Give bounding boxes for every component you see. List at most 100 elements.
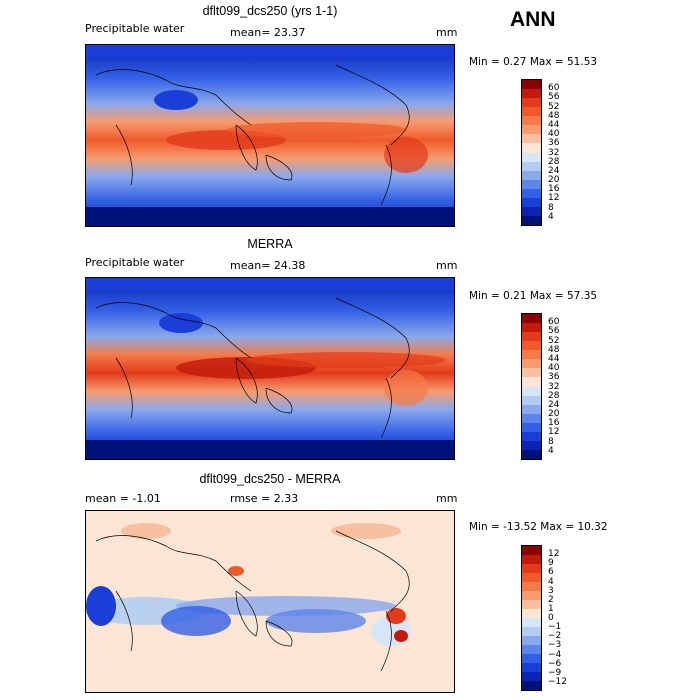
colorbar-swatch xyxy=(522,546,541,555)
panel-1-map xyxy=(85,44,455,227)
colorbar-tick-label: 4 xyxy=(548,445,554,456)
colorbar-swatch xyxy=(522,152,541,162)
colorbar-tick-label: 48 xyxy=(548,110,560,121)
panel-3-rmse-label: rmse = 2.33 xyxy=(230,492,299,505)
colorbar-swatch xyxy=(522,636,541,645)
colorbar-tick-label: 12 xyxy=(548,427,560,438)
colorbar-swatch xyxy=(522,323,541,333)
panel-3-minmax: Min = -13.52 Max = 10.32 xyxy=(469,521,608,533)
colorbar-swatch xyxy=(522,377,541,387)
colorbar-tick-label: −2 xyxy=(548,631,562,642)
colorbar-tick-label: 16 xyxy=(548,184,560,195)
colorbar-swatch xyxy=(522,591,541,600)
colorbar-swatch xyxy=(522,107,541,117)
panel-1-coastlines xyxy=(95,64,410,206)
colorbar-swatch xyxy=(522,89,541,99)
colorbar-tick-label: −12 xyxy=(548,676,567,687)
colorbar-swatch xyxy=(522,179,541,189)
colorbar-swatch xyxy=(522,564,541,573)
colorbar-swatch xyxy=(522,449,541,459)
panel-1-mean-label: mean= 23.37 xyxy=(230,26,306,39)
colorbar-swatch xyxy=(522,116,541,126)
colorbar-tick-label: 56 xyxy=(548,92,560,103)
colorbar-tick-label: 20 xyxy=(548,175,560,186)
colorbar-tick-label: −3 xyxy=(548,640,562,651)
colorbar-tick-label: 9 xyxy=(548,558,554,569)
colorbar-swatch xyxy=(522,440,541,450)
colorbar-swatch xyxy=(522,332,541,342)
colorbar-swatch xyxy=(522,627,541,636)
colorbar-tick-label: 28 xyxy=(548,156,560,167)
colorbar-swatch xyxy=(522,197,541,207)
colorbar-tick-label: 44 xyxy=(548,119,560,130)
colorbar-swatch xyxy=(522,573,541,582)
colorbar-tick-label: 6 xyxy=(548,567,554,578)
colorbar-swatch xyxy=(522,98,541,108)
panel-2-coastlines xyxy=(95,297,410,439)
colorbar-swatch xyxy=(522,404,541,414)
colorbar-swatch xyxy=(522,215,541,225)
colorbar-swatch xyxy=(522,618,541,627)
colorbar-tick-label: 60 xyxy=(548,83,560,94)
colorbar-tick-label: 56 xyxy=(548,326,560,337)
colorbar-tick-label: 24 xyxy=(548,399,560,410)
colorbar-tick-label: 12 xyxy=(548,549,560,560)
colorbar-tick-label: 0 xyxy=(548,613,554,623)
colorbar-swatch xyxy=(522,170,541,180)
colorbar-tick-label: 12 xyxy=(548,193,560,204)
panel-2-mean-label: mean= 24.38 xyxy=(230,259,306,272)
colorbar-swatch xyxy=(522,422,541,432)
colorbar-swatch xyxy=(522,188,541,198)
colorbar-swatch xyxy=(522,645,541,654)
colorbar-tick-label: 44 xyxy=(548,353,560,364)
colorbar-swatch xyxy=(522,600,541,609)
colorbar-tick-label: 1 xyxy=(548,603,554,614)
panel-2-minmax: Min = 0.21 Max = 57.35 xyxy=(469,290,598,302)
panel-1-units: mm xyxy=(436,26,458,39)
colorbar-tick-label: 36 xyxy=(548,138,560,149)
panel-2-left-label: Precipitable water xyxy=(85,256,185,269)
colorbar-tick-label: 24 xyxy=(548,165,560,176)
colorbar-tick-label: 4 xyxy=(548,211,554,222)
colorbar-swatch xyxy=(522,341,541,351)
colorbar-tick-label: 32 xyxy=(548,381,560,392)
colorbar-swatch xyxy=(522,359,541,369)
panel-2-colorbar xyxy=(521,313,542,460)
panel-2-units: mm xyxy=(436,259,458,272)
colorbar-tick-label: 32 xyxy=(548,147,560,158)
colorbar-tick-label: 16 xyxy=(548,418,560,429)
colorbar-tick-label: 4 xyxy=(548,576,554,587)
colorbar-tick-label: 8 xyxy=(548,436,554,447)
colorbar-tick-label: 52 xyxy=(548,335,560,346)
colorbar-swatch xyxy=(522,125,541,135)
panel-1-colorbar xyxy=(521,79,542,226)
colorbar-tick-label: 8 xyxy=(548,202,554,213)
colorbar-swatch xyxy=(522,413,541,423)
colorbar-tick-label: 20 xyxy=(548,409,560,420)
colorbar-tick-label: 40 xyxy=(548,129,560,140)
colorbar-swatch xyxy=(522,663,541,672)
season-label: ANN xyxy=(510,8,556,31)
colorbar-swatch xyxy=(522,386,541,396)
panel-2-map xyxy=(85,277,455,460)
panel-3-title: dflt099_dcs250 - MERRA xyxy=(199,472,341,486)
panel-3-colorbar xyxy=(521,545,542,691)
colorbar-swatch xyxy=(522,314,541,324)
colorbar-swatch xyxy=(522,206,541,216)
colorbar-swatch xyxy=(522,654,541,663)
colorbar-tick-label: −9 xyxy=(548,667,562,678)
colorbar-swatch xyxy=(522,582,541,591)
panel-3-map xyxy=(85,510,455,693)
colorbar-swatch xyxy=(522,161,541,171)
colorbar-tick-label: −6 xyxy=(548,658,562,669)
colorbar-tick-label: 36 xyxy=(548,372,560,383)
colorbar-swatch xyxy=(522,395,541,405)
colorbar-swatch xyxy=(522,134,541,144)
colorbar-swatch xyxy=(522,609,541,618)
colorbar-swatch xyxy=(522,350,541,360)
colorbar-swatch xyxy=(522,672,541,681)
colorbar-tick-label: 60 xyxy=(548,317,560,328)
colorbar-tick-label: 40 xyxy=(548,363,560,374)
colorbar-swatch xyxy=(522,431,541,441)
panel-3-coastlines xyxy=(95,530,410,672)
